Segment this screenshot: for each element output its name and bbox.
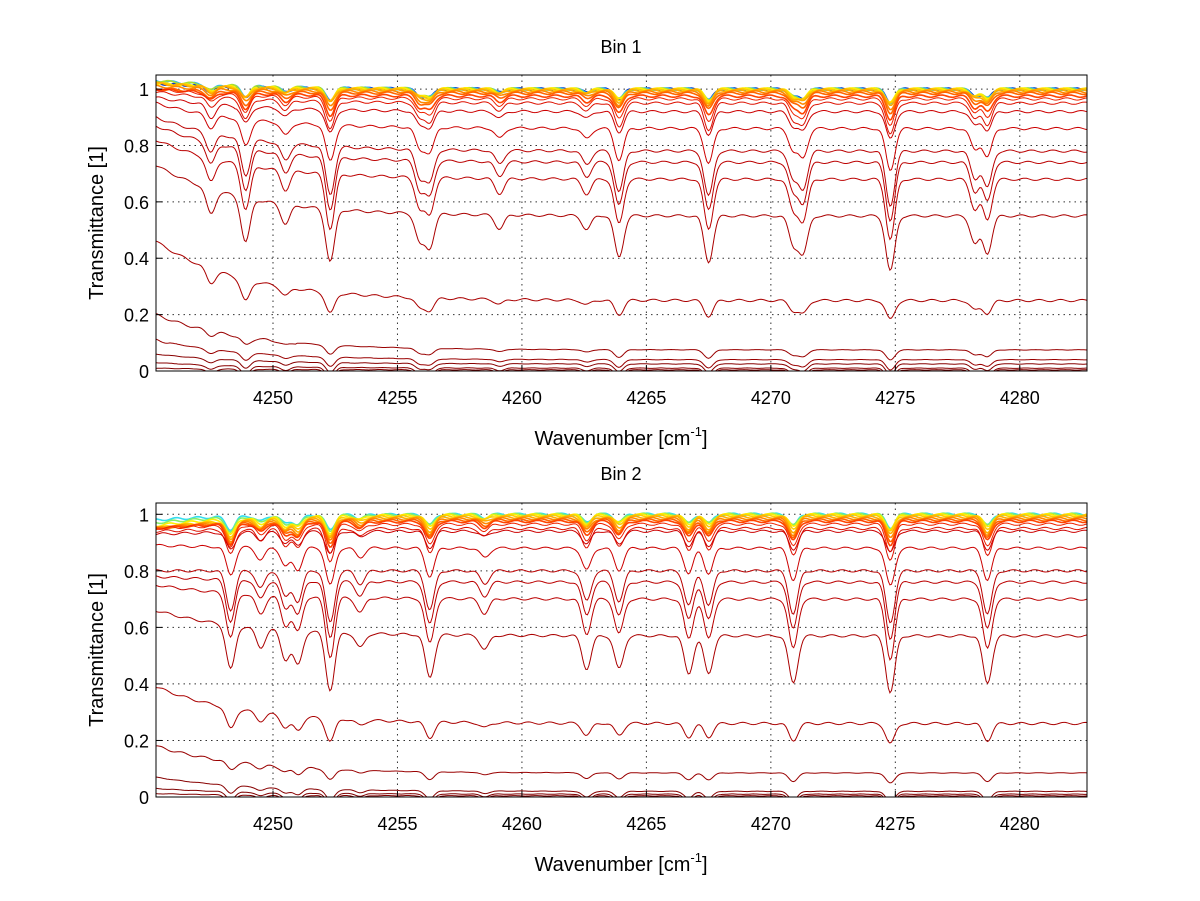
series-line [156,353,1087,371]
series-line [156,140,1087,241]
y-axis-label: Transmittance [1] [86,146,108,300]
y-tick-label: 0.8 [124,562,149,582]
x-tick-label: 4265 [626,388,666,408]
series-line [156,367,1087,371]
x-axis-label-end: ] [702,428,708,450]
x-axis-label-sup: -1 [690,424,702,439]
series-line [156,569,1087,624]
series-line [156,88,1087,122]
series-line [156,91,1087,135]
series-line [156,793,1087,797]
y-tick-label: 1 [139,505,149,525]
series-line [156,84,1087,111]
series-group [156,79,1087,371]
subplot-bin-1: Bin 1 Transmittance [1] Wavenumber [cm-1… [86,37,1088,450]
x-tick-label: 4255 [377,388,417,408]
series-line [156,745,1087,784]
y-tick-label: 0 [139,788,149,808]
chart-title: Bin 1 [600,37,641,57]
plot-area [156,75,1087,371]
series-line [156,584,1087,661]
axes-frame [155,74,1088,372]
x-tick-label: 4275 [875,814,915,834]
series-line [156,96,1087,139]
series-line [156,515,1087,541]
series-line [156,240,1087,319]
series-line [156,116,1087,207]
y-tick-label: 0.4 [124,249,149,269]
series-line [156,787,1087,797]
y-tick-label: 0.6 [124,193,149,213]
y-tick-label: 0.2 [124,306,149,326]
x-axis-label: Wavenumber [cm-1] [534,850,707,876]
series-line [156,529,1087,555]
x-tick-label: 4250 [253,388,293,408]
x-axis-label-main: Wavenumber [cm [534,428,690,450]
series-line [156,575,1087,641]
series-line [156,611,1087,694]
chart-title: Bin 2 [600,464,641,484]
axes-frame [155,502,1088,798]
y-tick-label: 0.6 [124,618,149,638]
series-line [156,88,1087,127]
x-axis-label: Wavenumber [cm-1] [534,424,707,450]
y-axis-label: Transmittance [1] [86,573,108,727]
x-tick-label: 4275 [875,388,915,408]
x-tick-label: 4280 [1000,388,1040,408]
plot-area [156,503,1087,797]
y-tick-label: 0.8 [124,136,149,156]
x-axis-label-end: ] [702,854,708,876]
series-line [156,125,1087,223]
series-line [156,526,1087,563]
y-tick-label: 0 [139,362,149,382]
x-tick-label: 4260 [502,388,542,408]
series-line [156,101,1087,171]
y-tick-label: 0.2 [124,731,149,751]
x-tick-label: 4270 [751,814,791,834]
x-axis-label-sup: -1 [690,850,702,865]
y-tick-label: 1 [139,80,149,100]
series-line [156,522,1087,554]
subplot-bin-2: Bin 2 Transmittance [1] Wavenumber [cm-1… [86,464,1088,876]
series-line [156,362,1087,371]
x-tick-label: 4280 [1000,814,1040,834]
series-group [156,512,1087,797]
y-tick-label: 0.4 [124,675,149,695]
x-tick-label: 4270 [751,388,791,408]
x-tick-label: 4265 [626,814,666,834]
x-tick-label: 4255 [377,814,417,834]
x-tick-label: 4260 [502,814,542,834]
series-line [156,338,1087,371]
x-tick-label: 4250 [253,814,293,834]
series-line [156,543,1087,586]
series-line [156,519,1087,548]
series-line [156,165,1087,272]
series-line [156,81,1087,106]
series-line [156,313,1087,361]
x-axis-label-main: Wavenumber [cm [534,854,690,876]
series-line [156,687,1087,744]
series-line [156,87,1087,115]
